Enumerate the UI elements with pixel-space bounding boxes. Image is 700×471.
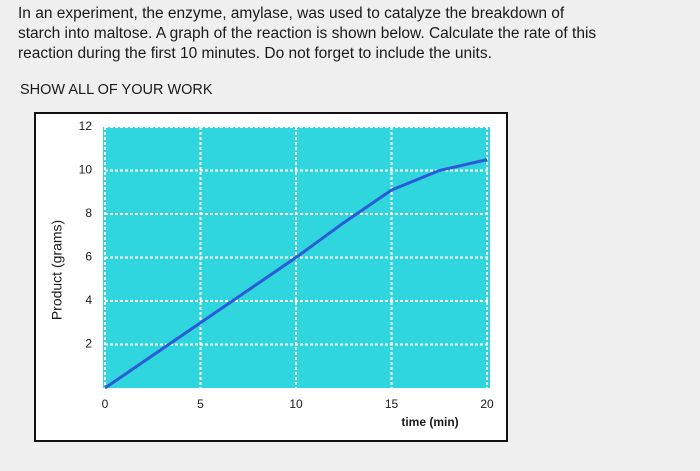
- question-line: In an experiment, the enzyme, amylase, w…: [18, 5, 565, 22]
- question: In an experiment, the enzyme, amylase, w…: [18, 4, 596, 64]
- y-tick-label: 2: [85, 337, 92, 351]
- x-tick-label: 15: [385, 397, 399, 411]
- x-tick-label: 5: [197, 397, 204, 411]
- y-tick-label: 10: [79, 163, 93, 177]
- x-tick-label: 10: [289, 397, 303, 411]
- y-tick-label: 8: [85, 206, 92, 220]
- x-tick-label: 0: [102, 397, 109, 411]
- x-axis-label: time (min): [401, 415, 458, 429]
- instruction: SHOW ALL OF YOUR WORK: [20, 82, 213, 98]
- y-tick-label: 12: [79, 119, 93, 133]
- data-line: [104, 158, 488, 390]
- x-tick-label: 20: [480, 397, 494, 411]
- question-line: starch into maltose. A graph of the reac…: [18, 25, 597, 42]
- question-line: reaction during the first 10 minutes. Do…: [18, 45, 492, 62]
- y-axis-label: Product (grams): [49, 220, 65, 320]
- y-tick-label: 6: [85, 250, 92, 264]
- y-tick-label: 4: [85, 293, 92, 307]
